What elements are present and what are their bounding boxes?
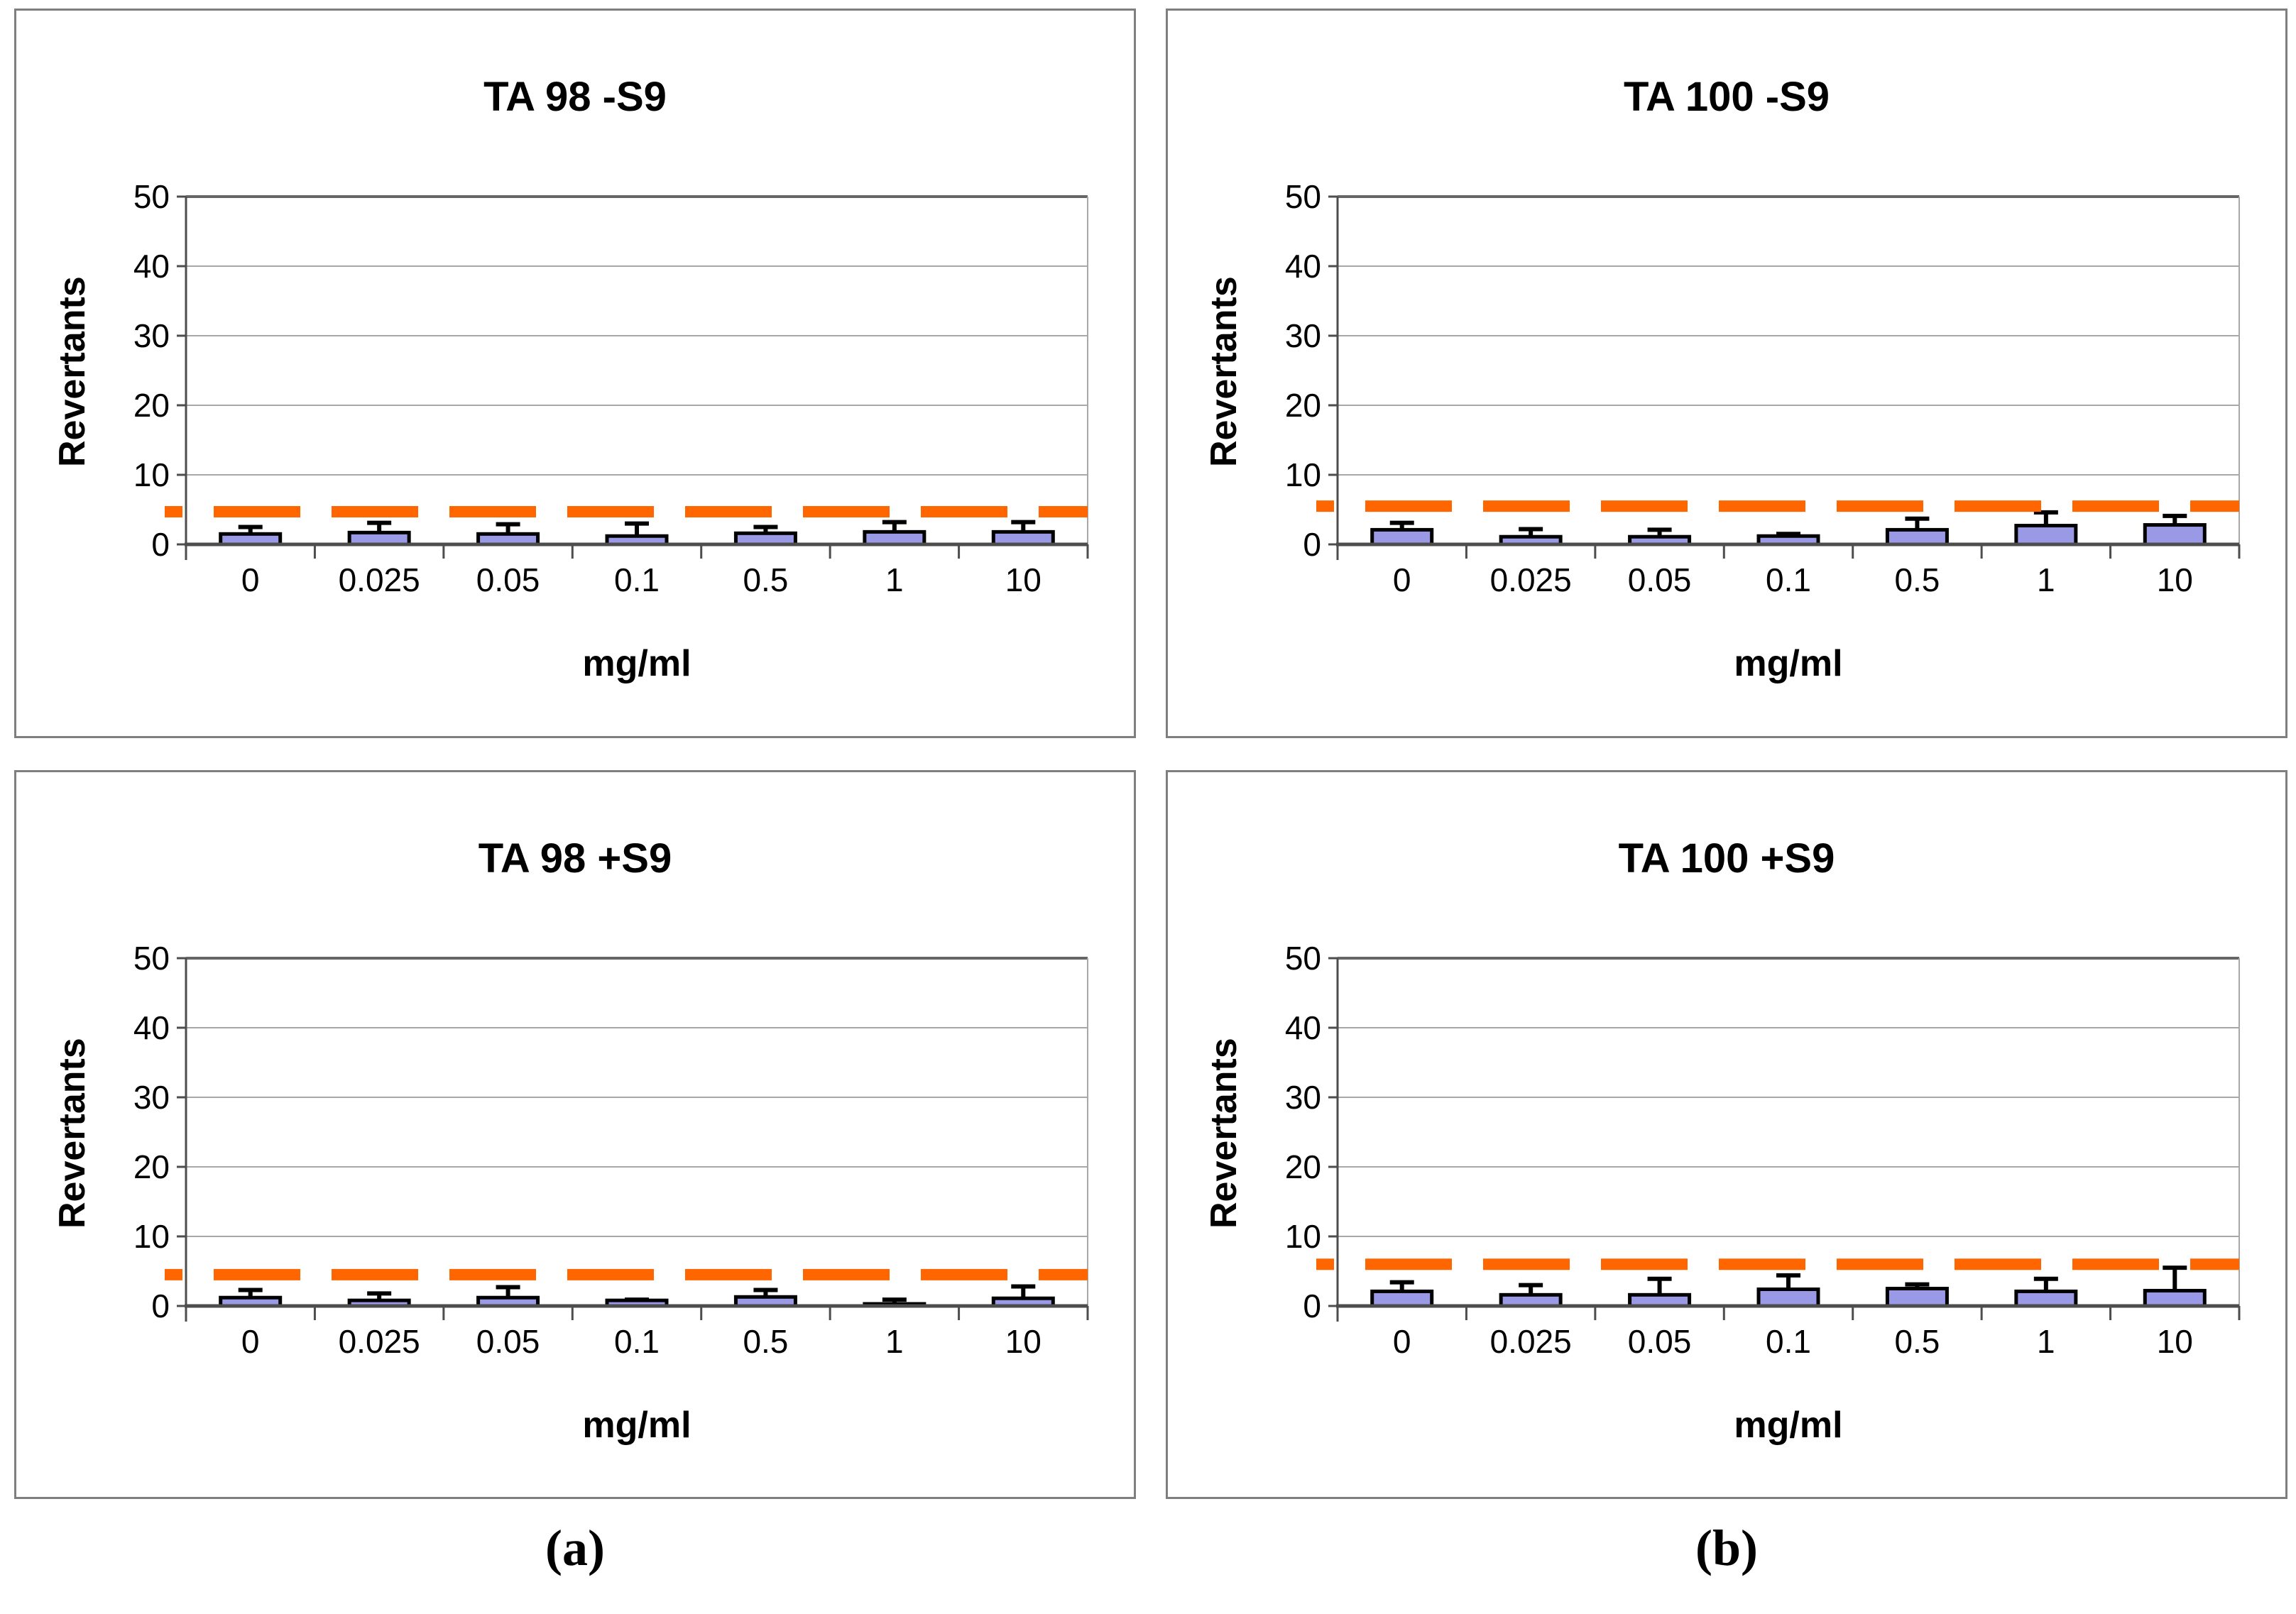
y-axis-title: Revertants: [52, 1038, 93, 1229]
panel-title: TA 98 +S9: [478, 835, 672, 882]
x-tick-label: 10: [1005, 1323, 1042, 1360]
x-tick-label: 0.05: [476, 561, 540, 598]
x-tick-label: 0.05: [476, 1323, 540, 1360]
x-tick-label: 0.1: [1766, 1323, 1811, 1360]
y-tick-label: 30: [1285, 317, 1321, 354]
x-tick-label: 0.025: [1490, 561, 1572, 598]
y-tick-label: 10: [133, 1218, 170, 1255]
x-tick-label: 0.05: [1628, 561, 1692, 598]
y-tick-label: 20: [133, 387, 170, 424]
x-tick-label: 0: [1393, 561, 1411, 598]
x-tick-label: 0.5: [1894, 1323, 1940, 1360]
x-tick-label: 0.1: [614, 561, 660, 598]
y-tick-label: 30: [1285, 1079, 1321, 1116]
y-tick-label: 40: [1285, 248, 1321, 285]
x-axis-title: mg/ml: [582, 1405, 691, 1446]
y-tick-label: 0: [1303, 1288, 1321, 1324]
bar: [1885, 527, 1949, 547]
subfigure-captions: (a) (b): [14, 1519, 2287, 1578]
y-axis-title: Revertants: [1203, 276, 1245, 468]
y-tick-label: 0: [151, 1288, 170, 1324]
chart-canvas-ta98-plus-s9: 0 10 20 30 40 50 0 0.025 0.05 0.1 0.5 1 10: [133, 940, 1089, 1360]
chart-panel-ta100-plus-s9: TA 100 +S9 0 10 20 30 40 50 0 0.025 0.05 0.1 0.5 1 1…: [1166, 770, 2287, 1499]
y-tick-label: 50: [133, 940, 170, 977]
bar: [1756, 1287, 1820, 1308]
y-tick-label: 40: [1285, 1009, 1321, 1046]
y-tick-label: 40: [133, 1009, 170, 1046]
bar: [2014, 524, 2078, 547]
y-axis-title: Revertants: [1203, 1038, 1245, 1229]
bar: [2014, 1289, 2078, 1308]
chart-panel-ta98-minus-s9: TA 98 -S9 0 10 20 30 40 50 0 0.025 0.05 0.1 0.5 1 10…: [14, 9, 1136, 738]
panel-title: TA 100 +S9: [1618, 835, 1835, 882]
y-tick-label: 50: [1285, 940, 1321, 977]
chart-canvas-ta100-minus-s9: 0 10 20 30 40 50 0 0.025 0.05 0.1 0.5 1 10: [1285, 178, 2241, 598]
chart-canvas-ta100-plus-s9: 0 10 20 30 40 50 0 0.025 0.05 0.1 0.5 1 10: [1285, 940, 2241, 1360]
y-tick-label: 50: [133, 178, 170, 215]
bar: [2143, 1288, 2207, 1308]
x-tick-label: 1: [2037, 561, 2055, 598]
y-tick-label: 20: [1285, 387, 1321, 424]
x-axis-title: mg/ml: [1734, 1405, 1843, 1446]
x-tick-label: 0.05: [1628, 1323, 1692, 1360]
x-axis-title: mg/ml: [582, 643, 691, 684]
y-tick-label: 10: [1285, 1218, 1321, 1255]
x-tick-label: 0: [1393, 1323, 1411, 1360]
y-tick-label: 30: [133, 317, 170, 354]
y-tick-label: 40: [133, 248, 170, 285]
x-tick-label: 10: [1005, 561, 1042, 598]
chart-panel-ta98-plus-s9: TA 98 +S9 0 10 20 30 40 50 0 0.025 0.05 0.1 0.5 1 10…: [14, 770, 1136, 1499]
y-tick-label: 30: [133, 1079, 170, 1116]
y-tick-label: 20: [1285, 1148, 1321, 1185]
x-tick-label: 0.1: [1766, 561, 1811, 598]
chart-canvas-ta98-minus-s9: 0 10 20 30 40 50 0 0.025 0.05 0.1 0.5 1 10: [133, 178, 1089, 598]
x-tick-label: 0: [241, 561, 260, 598]
chart-panel-ta100-minus-s9: TA 100 -S9 0 10 20 30 40 50 0 0.025 0.05 0.1 0.5 1 1…: [1166, 9, 2287, 738]
bar: [991, 529, 1055, 547]
y-tick-label: 0: [1303, 526, 1321, 563]
x-tick-label: 10: [2157, 561, 2193, 598]
chart-panels-grid: TA 98 -S9 0 10 20 30 40 50 0 0.025 0.05 0.1 0.5 1 10…: [14, 9, 2287, 1499]
bar: [863, 529, 926, 547]
x-tick-label: 0.5: [1894, 561, 1940, 598]
x-tick-label: 1: [885, 561, 904, 598]
bar: [2143, 523, 2207, 547]
x-tick-label: 0.5: [743, 561, 788, 598]
bar: [1370, 527, 1434, 547]
x-tick-label: 0.025: [1490, 1323, 1572, 1360]
panel-title: TA 100 -S9: [1623, 74, 1830, 120]
x-tick-label: 0: [241, 1323, 260, 1360]
y-tick-label: 10: [1285, 456, 1321, 493]
caption-b: (b): [1695, 1520, 1758, 1576]
x-tick-label: 1: [2037, 1323, 2055, 1360]
x-tick-label: 1: [885, 1323, 904, 1360]
y-tick-label: 10: [133, 456, 170, 493]
bar: [1370, 1289, 1434, 1308]
y-tick-label: 20: [133, 1148, 170, 1185]
x-tick-label: 0.5: [743, 1323, 788, 1360]
y-axis-title: Revertants: [52, 276, 93, 468]
caption-a: (a): [545, 1520, 605, 1576]
x-tick-label: 0.025: [339, 561, 420, 598]
y-tick-label: 50: [1285, 178, 1321, 215]
x-tick-label: 0.025: [339, 1323, 420, 1360]
bar: [1885, 1287, 1949, 1308]
panel-title: TA 98 -S9: [483, 74, 667, 120]
x-axis-title: mg/ml: [1734, 643, 1843, 684]
y-tick-label: 0: [151, 526, 170, 563]
x-tick-label: 0.1: [614, 1323, 660, 1360]
x-tick-label: 10: [2157, 1323, 2193, 1360]
